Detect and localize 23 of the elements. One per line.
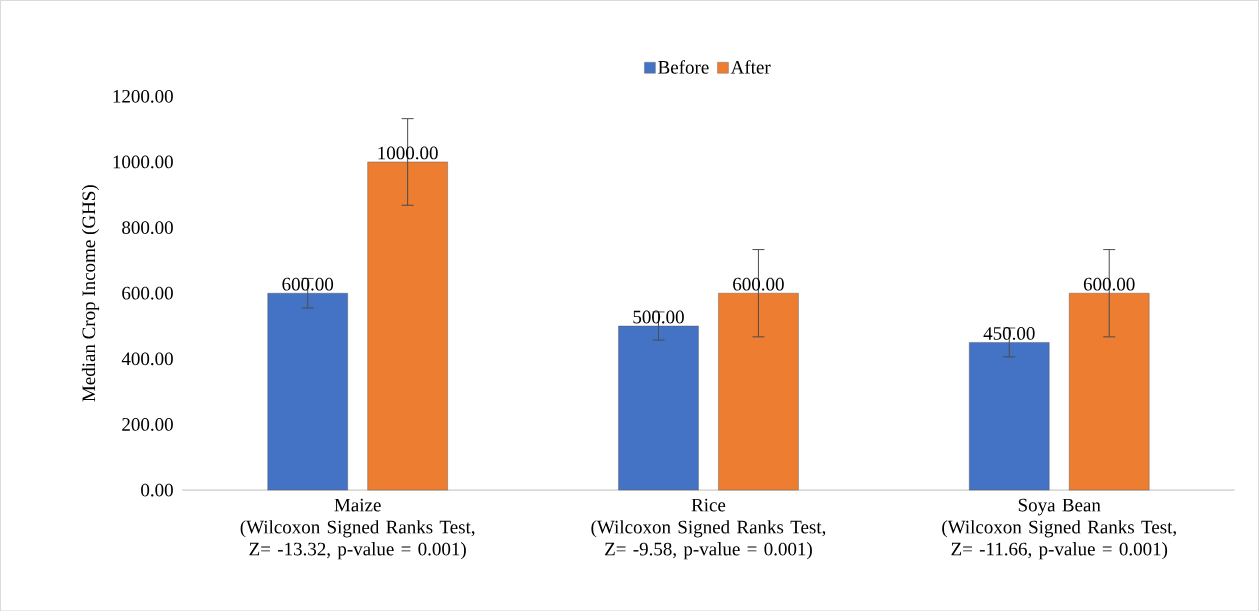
text: (Wilcoxon Signed Ranks Test, Z= -13.32, p-value = 0.001) xyxy=(240,519,475,560)
legend-label: Before xyxy=(658,59,709,74)
bar xyxy=(718,292,799,491)
bar xyxy=(267,292,348,491)
y-axis-title: Median Crop Income (GHS) xyxy=(81,184,100,402)
data-label: 600.00 xyxy=(1083,277,1135,291)
x-tick-label: Maize xyxy=(334,498,381,512)
y-tick-label: 1000.00 xyxy=(113,155,173,169)
x-tick-label: Soya Bean xyxy=(1018,498,1101,516)
x-tick-label: Rice xyxy=(691,498,726,512)
y-tick-label: 800.00 xyxy=(122,220,173,234)
bar xyxy=(1069,292,1150,491)
bar xyxy=(618,325,699,491)
legend-label: After xyxy=(730,59,771,74)
y-tick-label: 0.00 xyxy=(141,483,173,497)
y-tick-label: 200.00 xyxy=(122,417,173,431)
text: (Wilcoxon Signed Ranks Test, Z= -9.58, p-value = 0.001) xyxy=(591,519,826,560)
y-tick-label: 600.00 xyxy=(122,286,173,300)
bar xyxy=(969,342,1050,491)
data-label: 450.00 xyxy=(983,326,1035,340)
y-tick-label: 1200.00 xyxy=(113,89,173,103)
text: (Wilcoxon Signed Ranks Test, Z= -11.66, p-value = 0.001) xyxy=(942,519,1176,560)
y-tick-label: 400.00 xyxy=(121,352,173,366)
